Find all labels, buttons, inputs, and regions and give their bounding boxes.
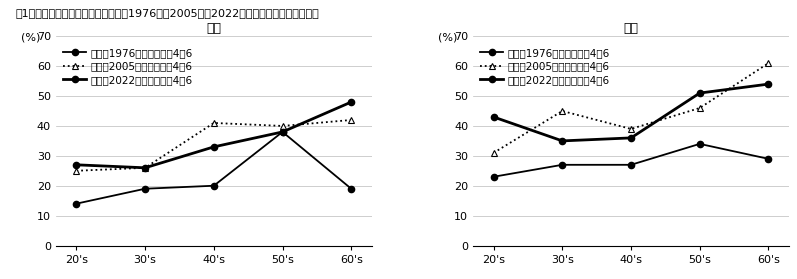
Title: 女性: 女性 xyxy=(623,22,638,35)
Legend: 男性　1976年　スケール4〜6, 男性　2005年　スケール4〜6, 男性　2022年　スケール4〜6: 男性 1976年 スケール4〜6, 男性 2005年 スケール4〜6, 男性 2… xyxy=(61,46,194,87)
Legend: 女性　1976年　スケール4〜6, 女性　2005年　スケール4〜6, 女性　2022年　スケール4〜6: 女性 1976年 スケール4〜6, 女性 2005年 スケール4〜6, 女性 2… xyxy=(478,46,611,87)
Title: 男性: 男性 xyxy=(206,22,222,35)
Y-axis label: (%): (%) xyxy=(21,32,40,42)
Y-axis label: (%): (%) xyxy=(438,32,457,42)
Text: 図1　素朴道徳感情スケールの変化（1976年、2005年、2022年調査別、性別、年齢別）: 図1 素朴道徳感情スケールの変化（1976年、2005年、2022年調査別、性別… xyxy=(16,8,320,18)
